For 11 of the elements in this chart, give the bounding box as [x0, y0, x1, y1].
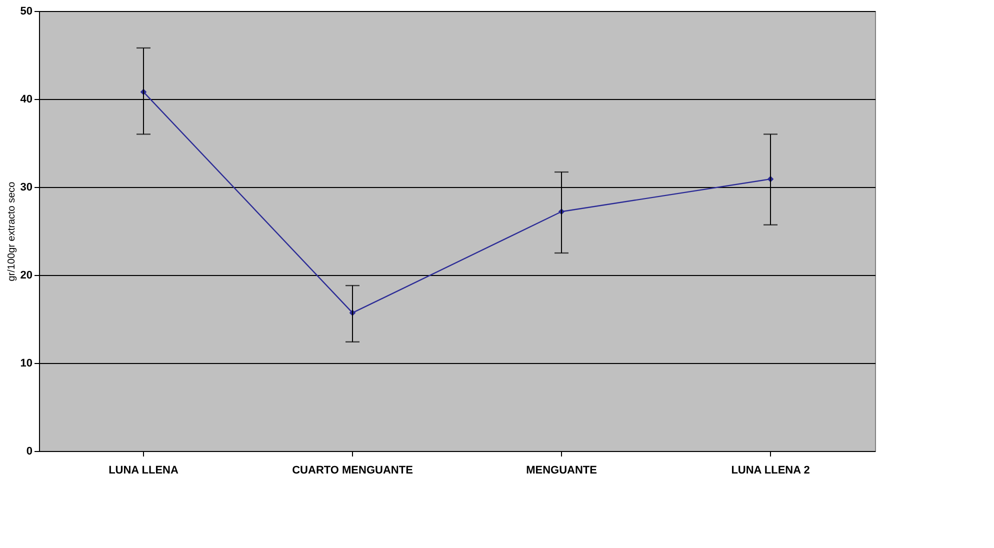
x-tick-label: CUARTO MENGUANTE: [292, 464, 413, 476]
y-tick-label: 30: [20, 182, 32, 194]
y-tick-label: 40: [20, 94, 32, 106]
y-axis-title: gr/100gr extracto seco: [6, 181, 18, 282]
x-tick-label: MENGUANTE: [526, 464, 597, 476]
x-tick-label: LUNA LLENA: [108, 464, 178, 476]
y-tick-label: 10: [20, 358, 32, 370]
y-tick-label: 0: [26, 446, 32, 458]
y-tick-label: 20: [20, 270, 32, 282]
y-tick-label: 50: [20, 6, 32, 18]
x-tick-label: LUNA LLENA 2: [731, 464, 810, 476]
